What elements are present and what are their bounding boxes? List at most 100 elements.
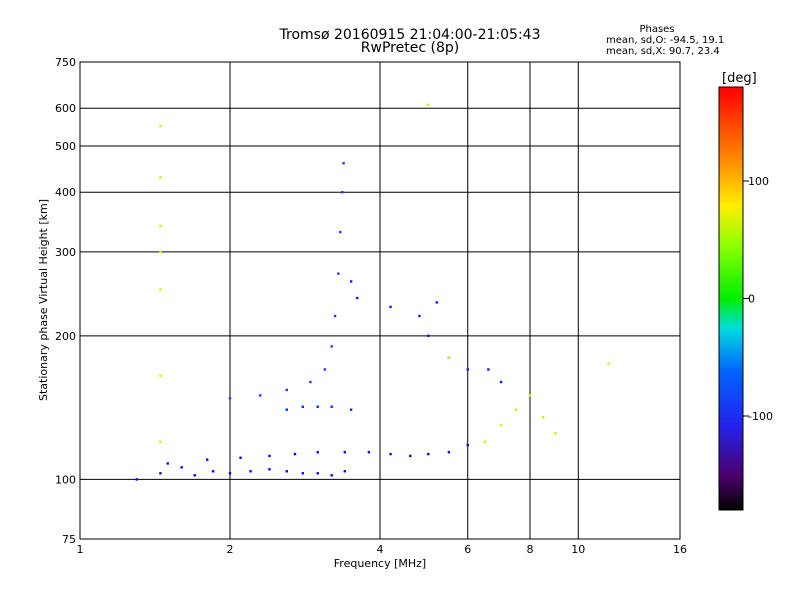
echo-point — [159, 125, 162, 128]
echo-point — [330, 405, 333, 408]
echo-point — [330, 474, 333, 477]
y-tick-label: 400 — [55, 186, 76, 199]
echo-point — [499, 380, 503, 384]
echo-point — [427, 103, 430, 107]
echo-point — [483, 440, 487, 443]
echo-point — [135, 478, 138, 481]
echo-point — [293, 452, 297, 456]
chart-subtitle: RwPretec (8p) — [360, 40, 460, 56]
echo-point — [159, 472, 162, 475]
echo-point — [228, 472, 232, 475]
echo-point — [166, 462, 169, 465]
echo-point — [309, 380, 312, 384]
echo-point — [323, 368, 327, 371]
echo-point — [205, 458, 209, 461]
y-tick-label: 200 — [55, 330, 76, 343]
echo-point — [330, 345, 333, 348]
echo-point — [514, 408, 518, 411]
plot-grid — [80, 62, 680, 539]
chart-title: Tromsø 20160915 21:04:00-21:05:43 — [279, 27, 541, 43]
echo-point — [239, 456, 242, 459]
echo-point — [528, 394, 532, 397]
y-tick-label: 600 — [55, 102, 76, 115]
echo-point — [447, 356, 451, 359]
y-tick-label: 500 — [55, 140, 76, 153]
echo-point — [301, 472, 305, 475]
colorbar-tick-label: -100 — [748, 410, 773, 423]
phase-stats-o: mean, sd,O: -94.5, 19.1 — [606, 35, 724, 46]
echo-point — [418, 314, 421, 318]
echo-point — [389, 452, 392, 456]
y-tick-label: 75 — [62, 533, 76, 546]
echo-point — [355, 296, 359, 300]
echo-point — [285, 470, 288, 473]
x-tick-label: 1 — [77, 543, 84, 556]
echo-point — [343, 470, 347, 473]
echo-point — [349, 280, 353, 283]
echo-point — [541, 416, 545, 419]
echo-point — [367, 451, 371, 454]
echo-point — [339, 230, 342, 234]
echo-point — [159, 224, 162, 228]
colorbar-tick-label: 100 — [748, 175, 769, 188]
echo-point — [333, 314, 337, 318]
y-tick-label: 750 — [55, 56, 76, 69]
echo-point — [285, 408, 288, 411]
phase-stats-x: mean, sd,X: 90.7, 23.4 — [606, 46, 720, 57]
x-tick-label: 16 — [673, 543, 687, 556]
x-tick-label: 8 — [527, 543, 534, 556]
echo-point — [180, 466, 183, 469]
x-tick-label: 10 — [571, 543, 585, 556]
phase-x-values: 90.7, 23.4 — [668, 46, 720, 57]
echo-point — [159, 374, 162, 377]
echo-point — [285, 388, 288, 392]
x-tick-label: 4 — [377, 543, 384, 556]
x-tick-label: 2 — [227, 543, 234, 556]
colorbar-tick-label: 0 — [748, 293, 755, 306]
phase-x-label: mean, sd,X: — [606, 46, 666, 57]
colorbar-unit: [deg] — [722, 71, 757, 86]
echo-point — [409, 454, 412, 458]
echo-point — [268, 468, 271, 471]
echo-point — [499, 423, 503, 427]
echo-point — [301, 405, 305, 408]
echo-point — [211, 470, 215, 473]
echo-point — [193, 474, 197, 477]
data-points — [135, 103, 610, 481]
echo-point — [349, 408, 353, 411]
echo-point — [466, 368, 469, 371]
echo-point — [466, 443, 469, 447]
y-tick-label: 300 — [55, 246, 76, 259]
echo-point — [447, 451, 451, 454]
echo-point — [427, 452, 430, 456]
echo-point — [337, 272, 340, 275]
colorbar-unit-text: deg — [727, 71, 752, 86]
plot-frame — [79, 61, 681, 540]
echo-point — [268, 454, 271, 458]
echo-point — [159, 250, 162, 254]
echo-point — [249, 470, 252, 473]
echo-point — [435, 301, 438, 304]
echo-point — [427, 334, 430, 338]
echo-point — [159, 440, 162, 443]
echo-point — [342, 162, 345, 165]
echo-point — [228, 396, 232, 400]
x-axis-label: Frequency [MHz] — [334, 557, 426, 570]
echo-point — [487, 368, 490, 371]
phase-o-values: -94.5, 19.1 — [669, 35, 725, 46]
y-axis-ticks: 75 100 200 300 400 500 600 750 — [55, 56, 76, 546]
echo-point — [554, 431, 557, 435]
phase-stats-title: Phases — [639, 24, 675, 35]
x-axis-ticks: 1 2 4 6 8 10 16 — [77, 543, 688, 556]
y-tick-label: 100 — [55, 473, 76, 486]
echo-point — [159, 288, 162, 291]
echo-point — [341, 191, 344, 194]
colorbar — [718, 86, 744, 511]
x-tick-label: 6 — [464, 543, 471, 556]
echo-point — [159, 176, 162, 179]
echo-point — [316, 451, 319, 454]
echo-point — [389, 305, 392, 309]
phase-o-label: mean, sd,O: — [606, 35, 667, 46]
echo-point — [316, 405, 319, 408]
